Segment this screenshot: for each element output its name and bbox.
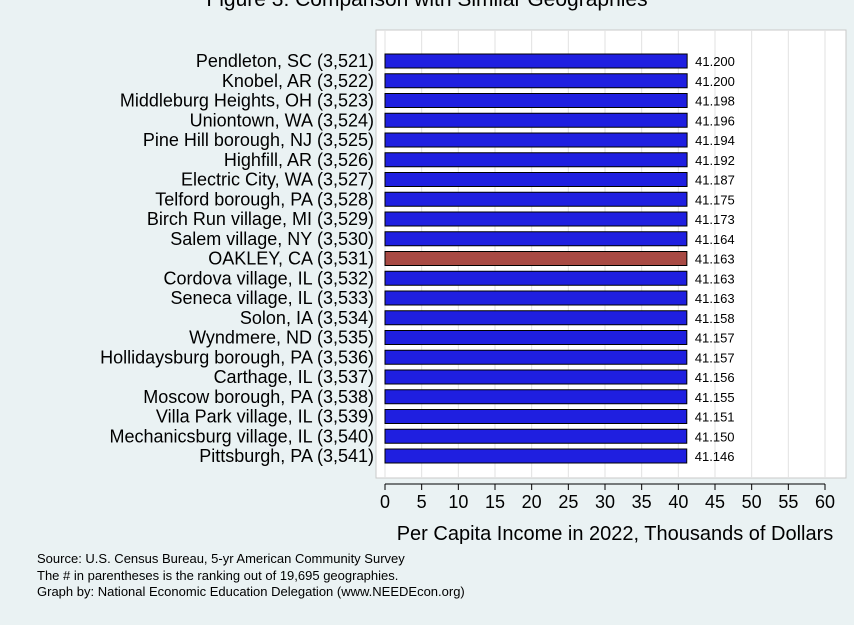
bars [384, 53, 688, 464]
x-tick-label: 30 [595, 492, 615, 512]
bar [384, 53, 688, 69]
category-label: Moscow borough, PA (3,538) [143, 387, 374, 407]
bar [384, 409, 688, 424]
x-axis: 0 5 10 15 20 25 30 35 40 45 50 55 60 [380, 483, 835, 512]
value-label: 41.164 [695, 232, 735, 247]
bar [384, 231, 688, 247]
value-label: 41.157 [695, 350, 735, 365]
bar [384, 191, 688, 207]
x-tick-label: 15 [485, 492, 505, 512]
value-label: 41.158 [695, 311, 735, 326]
category-label: OAKLEY, CA (3,531) [208, 249, 374, 269]
value-label: 41.163 [695, 291, 735, 306]
bar-chart: Pendleton, SC (3,521)Knobel, AR (3,522)M… [100, 29, 847, 545]
bar [384, 270, 688, 286]
category-label: Electric City, WA (3,527) [181, 170, 374, 190]
category-label: Telford borough, PA (3,528) [155, 189, 374, 209]
bar [384, 428, 688, 444]
bar [384, 448, 688, 464]
source-note: Source: U.S. Census Bureau, 5-yr America… [37, 551, 405, 566]
category-label: Wyndmere, ND (3,535) [189, 328, 374, 348]
ranking-note: The # in parentheses is the ranking out … [37, 567, 399, 583]
value-label: 41.146 [695, 449, 735, 464]
x-axis-label: Per Capita Income in 2022, Thousands of … [397, 523, 834, 545]
value-label: 41.163 [695, 271, 735, 286]
x-tick-label: 0 [380, 492, 390, 512]
bar [384, 172, 688, 187]
value-label: 41.156 [695, 370, 735, 385]
x-tick-label: 55 [778, 492, 798, 512]
category-label: Mechanicsburg village, IL (3,540) [110, 426, 374, 446]
category-label: Hollidaysburg borough, PA (3,536) [100, 347, 374, 367]
x-tick-label: 25 [558, 492, 578, 512]
x-tick-label: 5 [417, 492, 427, 512]
bar [384, 369, 688, 385]
value-label: 41.194 [695, 133, 735, 148]
credit-note: Graph by: National Economic Education De… [37, 584, 465, 599]
highlighted-bar [384, 251, 688, 266]
value-label: 41.192 [695, 153, 735, 168]
x-tick-label: 10 [448, 492, 468, 512]
bar [384, 112, 688, 128]
category-label: Cordova village, IL (3,532) [164, 268, 374, 288]
x-tick-label: 40 [668, 492, 688, 512]
value-label: 41.200 [695, 74, 735, 89]
x-tick-label: 35 [632, 492, 652, 512]
x-tick-label: 60 [815, 492, 835, 512]
category-label: Knobel, AR (3,522) [222, 71, 374, 91]
value-labels: 41.200 41.200 41.198 41.196 41.194 41.192 41.1… [695, 54, 735, 464]
chart-title: Figure 3: Comparison with Similar Geogra… [0, 0, 854, 12]
bar [384, 389, 688, 405]
value-label: 41.163 [695, 252, 735, 267]
category-label: Highfill, AR (3,526) [224, 150, 374, 170]
x-tick-label: 20 [522, 492, 542, 512]
value-label: 41.175 [695, 192, 735, 207]
value-label: 41.150 [695, 429, 735, 444]
x-tick-label: 45 [705, 492, 725, 512]
bar [384, 349, 688, 365]
value-label: 41.196 [695, 113, 735, 128]
footnotes: Source: U.S. Census Bureau, 5-yr America… [37, 551, 465, 601]
category-label: Uniontown, WA (3,524) [190, 110, 374, 130]
category-label: Solon, IA (3,534) [240, 308, 374, 328]
value-label: 41.187 [695, 173, 735, 188]
category-labels: Pendleton, SC (3,521)Knobel, AR (3,522)M… [100, 51, 374, 466]
value-label: 41.157 [695, 331, 735, 346]
bar [384, 330, 688, 345]
bar [384, 310, 688, 326]
bar [384, 93, 688, 108]
category-label: Seneca village, IL (3,533) [171, 288, 374, 308]
value-label: 41.151 [695, 410, 735, 425]
category-label: Pendleton, SC (3,521) [196, 51, 374, 71]
bar [384, 290, 688, 306]
category-label: Birch Run village, MI (3,529) [147, 209, 374, 229]
value-label: 41.200 [695, 54, 735, 69]
category-label: Pittsburgh, PA (3,541) [199, 446, 374, 466]
value-label: 41.155 [695, 390, 735, 405]
category-label: Carthage, IL (3,537) [214, 367, 374, 387]
value-label: 41.173 [695, 212, 735, 227]
category-label: Salem village, NY (3,530) [170, 229, 374, 249]
value-label: 41.198 [695, 94, 735, 109]
bar [384, 73, 688, 89]
x-tick-label: 50 [742, 492, 762, 512]
category-label: Pine Hill borough, NJ (3,525) [143, 130, 374, 150]
bar [384, 152, 688, 168]
category-label: Villa Park village, IL (3,539) [156, 407, 374, 427]
bar [384, 132, 688, 148]
category-label: Middleburg Heights, OH (3,523) [120, 91, 374, 111]
bar [384, 211, 688, 227]
